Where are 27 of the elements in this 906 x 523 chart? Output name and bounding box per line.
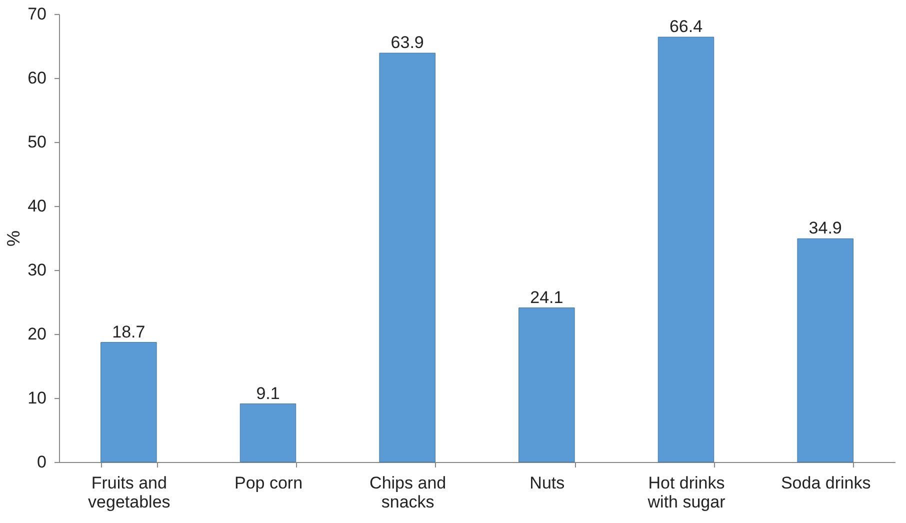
x-tick-label: Nuts [530,474,565,492]
x-tick-label: Chips and snacks [370,474,446,512]
bar [379,52,436,462]
bar [518,308,575,462]
bar [658,36,714,462]
data-label: 9.1 [256,384,280,403]
x-tick-label: Hot drinks with sugar [646,474,726,512]
y-tick-label: 20 [28,324,46,344]
bar [797,238,854,462]
y-tick-label: 30 [28,260,46,280]
x-tick-label: Pop corn [234,474,303,492]
y-tick-label: 0 [37,452,46,472]
y-axis-title: % [4,230,24,247]
data-label: 66.4 [669,17,703,36]
y-tick-label: 60 [28,68,46,88]
data-label: 63.9 [390,33,424,52]
data-label: 18.7 [112,322,146,342]
y-tick-label: 70 [28,4,46,24]
x-tick-label: Fruits and vegetables [88,474,170,512]
x-tick-label: Soda drinks [780,474,871,492]
y-tick-label: 50 [28,132,46,152]
data-label: 34.9 [808,218,842,238]
data-label: 24.1 [530,288,564,307]
bar [100,342,157,462]
bar [240,404,296,462]
y-tick-label: 40 [28,196,46,216]
y-tick-label: 10 [28,388,46,408]
